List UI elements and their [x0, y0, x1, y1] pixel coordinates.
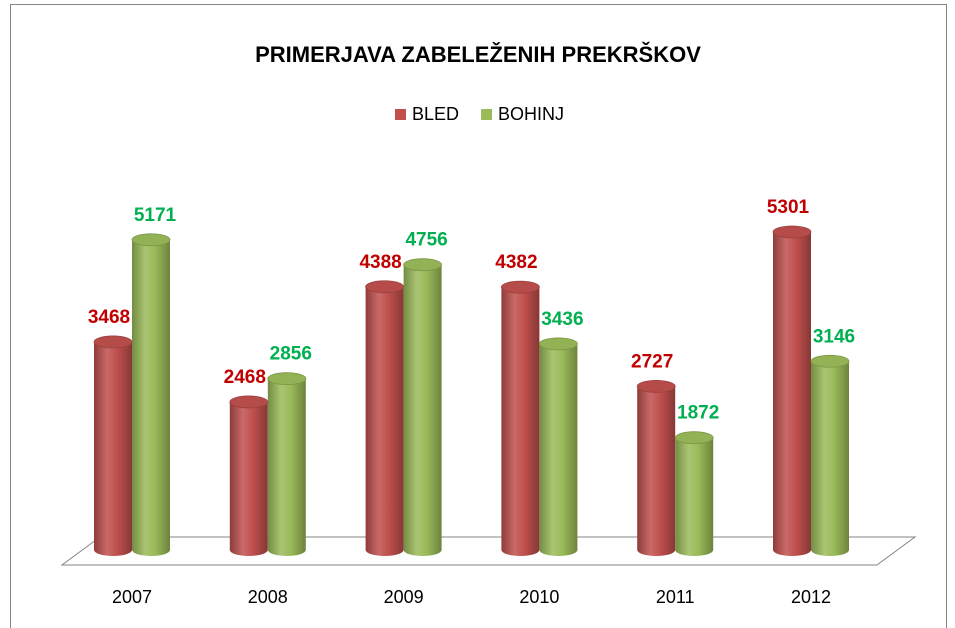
legend-swatch: [395, 109, 406, 120]
bar-top: [93, 335, 133, 349]
bar-top: [131, 233, 171, 247]
x-tick-label: 2007: [112, 587, 152, 607]
bar: [365, 280, 405, 556]
data-label: 3436: [541, 309, 583, 330]
data-label: 2468: [224, 367, 266, 388]
legend-label: BOHINJ: [498, 104, 564, 124]
bar-top: [772, 225, 812, 239]
bar-body: [267, 378, 306, 556]
data-label: 4388: [359, 252, 401, 273]
data-label: 2856: [270, 344, 312, 365]
x-tick-label: 2010: [519, 587, 559, 607]
bar: [636, 380, 676, 556]
x-tick-label: 2011: [656, 587, 695, 607]
bar: [674, 431, 714, 556]
bar-body: [229, 401, 268, 556]
bar-top: [674, 431, 714, 445]
bar-top: [229, 395, 269, 409]
data-label: 1872: [677, 403, 719, 424]
bar: [810, 354, 850, 556]
bar-body: [94, 341, 132, 556]
data-label: 5301: [767, 197, 810, 218]
bar-body: [637, 386, 676, 556]
chart-title: PRIMERJAVA ZABELEŽENIH PREKRŠKOV: [255, 42, 701, 67]
bar-top: [403, 258, 443, 272]
bar-body: [132, 239, 170, 556]
bar-body: [539, 343, 578, 556]
data-label: 4756: [405, 230, 447, 251]
data-label: 5171: [134, 205, 177, 226]
legend-swatch: [481, 109, 493, 120]
bar: [501, 280, 540, 556]
bar-top: [810, 354, 850, 368]
x-tick-label: 2012: [791, 587, 831, 607]
bar-top: [539, 337, 578, 351]
bar-body: [365, 286, 404, 556]
bar-body: [501, 287, 540, 556]
bar-top: [267, 372, 307, 386]
x-tick-label: 2009: [384, 587, 424, 607]
legend-label: BLED: [412, 104, 459, 124]
bar-body: [675, 437, 714, 556]
bar-top: [501, 280, 540, 294]
x-tick-label: 2008: [248, 587, 288, 607]
bar: [93, 335, 133, 556]
bar: [229, 395, 269, 556]
bar-body: [811, 361, 849, 556]
bar: [267, 372, 307, 556]
bar: [403, 258, 443, 556]
data-label: 3146: [813, 326, 855, 347]
bar-top: [636, 380, 676, 393]
bar-body: [403, 264, 442, 556]
bar: [539, 337, 578, 556]
bar-body: [773, 232, 811, 556]
data-label: 2727: [631, 351, 673, 372]
data-label: 4382: [495, 252, 537, 273]
data-label: 3468: [88, 307, 130, 328]
bar: [131, 233, 171, 556]
bar: [772, 225, 812, 556]
bar-top: [365, 280, 405, 294]
